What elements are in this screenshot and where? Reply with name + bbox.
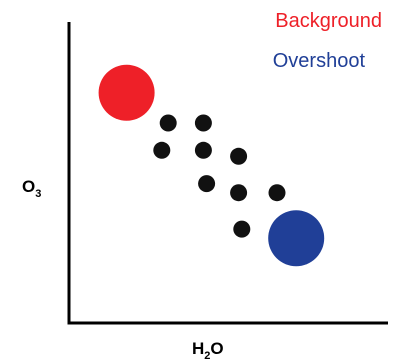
data-point-7 — [268, 184, 286, 202]
data-point-6 — [230, 184, 248, 202]
data-point-1 — [194, 114, 212, 132]
legend-background-label: Background — [275, 10, 382, 32]
data-point-5 — [198, 175, 216, 193]
data-point-8 — [233, 220, 251, 238]
x-axis-label-rest: O — [210, 339, 223, 358]
data-point-3 — [194, 141, 212, 159]
y-axis-label: O3 — [22, 177, 41, 200]
x-axis-label: H2O — [192, 339, 224, 362]
data-point-4 — [230, 147, 248, 165]
background-point-0 — [98, 64, 155, 121]
data-point-2 — [153, 141, 171, 159]
x-axis-label-subscript: 2 — [204, 350, 210, 362]
overshoot-point-0 — [268, 210, 325, 267]
y-axis-label-base: O — [22, 177, 35, 196]
y-axis-label-subscript: 3 — [35, 188, 41, 200]
data-points — [98, 64, 325, 267]
legend-overshoot-label: Overshoot — [273, 50, 366, 72]
data-point-0 — [159, 114, 177, 132]
x-axis-label-base: H — [192, 339, 204, 358]
